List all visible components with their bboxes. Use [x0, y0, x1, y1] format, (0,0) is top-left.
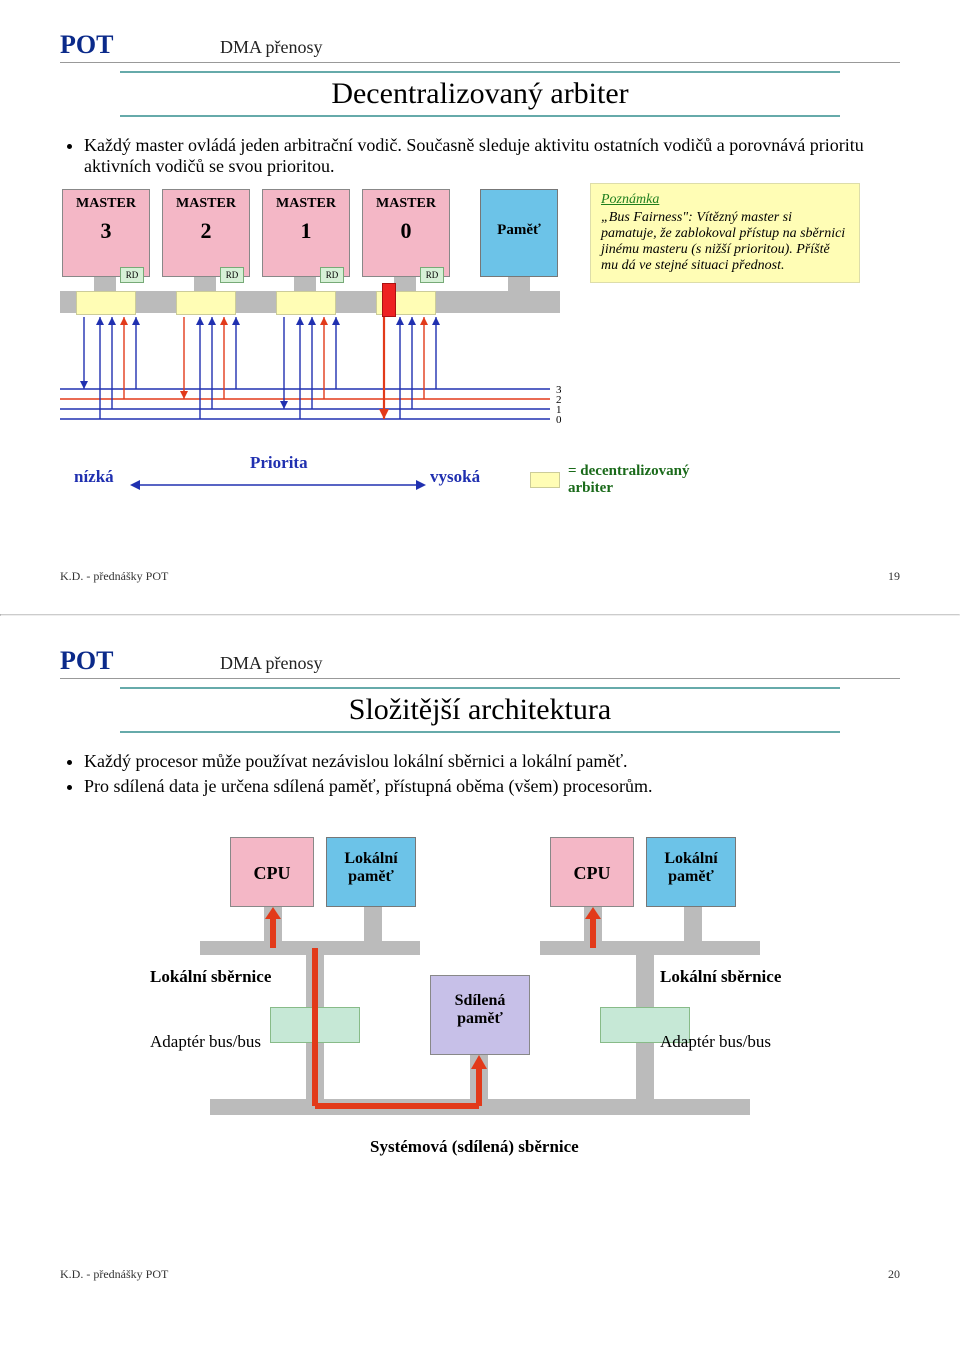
- page-number: 20: [888, 1267, 900, 1282]
- master-num: 3: [63, 218, 149, 244]
- bullet-list: Každý master ovládá jeden arbitrační vod…: [84, 135, 900, 177]
- bullet-item: Pro sdílená data je určena sdílená paměť…: [84, 776, 900, 797]
- slide-1: POT DMA přenosy Decentralizovaný arbiter…: [0, 0, 960, 614]
- memory-box: Paměť: [480, 189, 558, 277]
- slide-title: Složitější architektura: [120, 687, 840, 733]
- footer-text: K.D. - přednášky POT: [60, 1267, 168, 1282]
- active-switch: [382, 283, 396, 317]
- wires-svg: 3 2 1 0: [60, 317, 580, 457]
- arbiter-diagram: MASTER 3 MASTER 2 MASTER 1 MASTER 0 RD R…: [60, 189, 880, 549]
- note-head: Poznámka: [601, 192, 849, 208]
- arbiter-block: [276, 291, 336, 315]
- rd-tag: RD: [420, 267, 444, 283]
- bullet-item: Každý master ovládá jeden arbitrační vod…: [84, 135, 900, 177]
- master-box: MASTER 0: [362, 189, 450, 277]
- page-number: 19: [888, 569, 900, 584]
- legend-text: = decentralizovaný arbiter: [568, 463, 689, 497]
- rd-tag: RD: [320, 267, 344, 283]
- master-box: MASTER 3: [62, 189, 150, 277]
- memory-label: Paměť: [497, 222, 541, 238]
- low-label: nízká: [74, 467, 114, 487]
- svg-text:0: 0: [556, 414, 562, 426]
- architecture-diagram: CPU Lokální paměť CPU Lokální paměť Loká…: [120, 807, 840, 1247]
- slide-footer: K.D. - přednášky POT 20: [60, 1267, 900, 1282]
- bullet-list: Každý procesor může používat nezávislou …: [84, 751, 900, 797]
- master-label: MASTER: [276, 196, 336, 211]
- label-subtitle: DMA přenosy: [220, 653, 323, 674]
- slide-header: POT DMA přenosy: [60, 30, 900, 63]
- slide-header: POT DMA přenosy: [60, 646, 900, 679]
- rd-tag: RD: [120, 267, 144, 283]
- label-pot: POT: [60, 30, 220, 60]
- bus-stem: [508, 277, 530, 297]
- rd-tag: RD: [220, 267, 244, 283]
- master-num: 2: [163, 218, 249, 244]
- master-label: MASTER: [176, 196, 236, 211]
- bullet-item: Každý procesor může používat nezávislou …: [84, 751, 900, 772]
- priority-arrow: [130, 475, 490, 495]
- priority-label: Priorita: [250, 453, 308, 473]
- master-num: 0: [363, 218, 449, 244]
- arbiter-block: [176, 291, 236, 315]
- slide-title: Decentralizovaný arbiter: [120, 71, 840, 117]
- legend-swatch: [530, 472, 560, 488]
- note-body: „Bus Fairness": Vítězný master si pamatu…: [601, 210, 845, 273]
- slide-footer: K.D. - přednášky POT 19: [60, 569, 900, 584]
- arrow-svg: [120, 807, 840, 1137]
- footer-text: K.D. - přednášky POT: [60, 569, 168, 584]
- slide-2: POT DMA přenosy Složitější architektura …: [0, 616, 960, 1312]
- note-box: Poznámka „Bus Fairness": Vítězný master …: [590, 183, 860, 283]
- legend-arbiter: = decentralizovaný arbiter: [530, 463, 689, 497]
- master-box: MASTER 2: [162, 189, 250, 277]
- master-box: MASTER 1: [262, 189, 350, 277]
- master-label: MASTER: [376, 196, 436, 211]
- master-label: MASTER: [76, 196, 136, 211]
- arbiter-block: [76, 291, 136, 315]
- label-subtitle: DMA přenosy: [220, 37, 323, 58]
- label-pot: POT: [60, 646, 220, 676]
- system-bus-label: Systémová (sdílená) sběrnice: [370, 1137, 579, 1157]
- master-num: 1: [263, 218, 349, 244]
